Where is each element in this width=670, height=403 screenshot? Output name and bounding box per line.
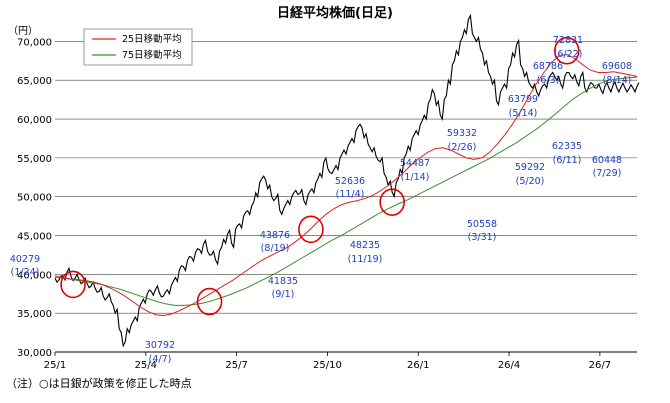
annotation-date: (7/29) [593, 168, 622, 179]
y-tick-label: 65,000 [17, 76, 52, 87]
annotation-date: (8/14) [603, 75, 632, 86]
annotation-date: (11/19) [348, 254, 383, 265]
annotation-value: 52636 [335, 176, 365, 187]
annotation-value: 30792 [145, 340, 175, 351]
annotation-date: (9/1) [272, 289, 295, 300]
x-tick-label: 25/4 [135, 360, 157, 371]
annotation-date: (8/19) [261, 243, 290, 254]
annotation-value: 40279 [10, 254, 40, 265]
y-axis-unit-label: （円） [8, 25, 38, 37]
policy-change-circle [60, 270, 86, 299]
annotation-date: (1/24) [11, 267, 40, 278]
policy-change-circle [553, 36, 580, 65]
footnote-text: （注）○は日銀が政策を修正した時点 [6, 376, 192, 390]
policy-change-circle [196, 287, 223, 316]
y-tick-label: 35,000 [17, 309, 52, 320]
y-tick-label: 55,000 [17, 154, 52, 165]
annotation-date: (4/7) [149, 354, 172, 365]
annotation-value: 60448 [592, 155, 622, 166]
x-tick-label: 26/7 [589, 360, 611, 371]
price-series [54, 13, 640, 348]
y-tick-label: 60,000 [17, 115, 52, 126]
chart-title: 日経平均株価(日足) [277, 5, 393, 21]
y-tick-label: 70,000 [17, 37, 52, 48]
y-tick-label: 30,000 [17, 348, 52, 359]
legend: 25日移動平均 75日移動平均 [83, 28, 193, 66]
x-tick-label: 26/4 [498, 360, 520, 371]
policy-change-circle [379, 188, 405, 216]
policy-change-markers [60, 36, 580, 316]
legend-ma75-label: 75日移動平均 [122, 49, 182, 61]
annotation-value: 59332 [447, 128, 477, 139]
x-tick-label: 25/1 [44, 360, 66, 371]
y-tick-label: 45,000 [17, 232, 52, 243]
annotation-date: (6/22) [554, 49, 583, 60]
annotation-value: 62335 [552, 141, 582, 152]
annotation-date: (5/14) [509, 108, 538, 119]
annotation-value: 63799 [508, 94, 538, 105]
annotation-date: (5/20) [516, 176, 545, 187]
annotation-date: (3/31) [468, 232, 497, 243]
y-tick-label: 50,000 [17, 193, 52, 204]
annotation-date: (1/14) [401, 172, 430, 183]
footnote: （注）○は日銀が政策を修正した時点 [6, 376, 192, 390]
annotation-value: 48235 [350, 240, 380, 251]
annotation-labels: 40279 (1/24) 30792 (4/7) 43876 (8/19) 41835 (9/… [10, 35, 632, 365]
x-tick-labels: 25/1 25/4 25/7 25/10 26/1 26/4 26/7 [44, 352, 611, 371]
annotation-value: 50558 [467, 219, 497, 230]
policy-change-circle [298, 215, 324, 244]
y-tick-label: 40,000 [17, 270, 52, 281]
annotation-value: 41835 [268, 276, 298, 287]
ma75-line [54, 76, 638, 306]
x-tick-label: 25/7 [225, 360, 247, 371]
annotation-value: 69608 [602, 61, 632, 72]
annotation-value: 68786 [533, 61, 563, 72]
annotation-date: (2/26) [448, 142, 477, 153]
annotation-value: 43876 [260, 230, 290, 241]
annotation-value: 54487 [400, 158, 430, 169]
x-tick-label: 25/10 [313, 360, 342, 371]
legend-box [83, 28, 193, 66]
annotation-date: (6/11) [553, 155, 582, 166]
ma25-line [54, 54, 638, 317]
annotation-value: 72831 [553, 35, 583, 46]
annotation-value: 59292 [515, 162, 545, 173]
annotation-date: (6/3) [537, 75, 560, 86]
y-tick-labels: 30,000 35,000 40,000 45,000 50,000 55,000 60,0… [17, 37, 52, 359]
annotation-date: (11/4) [336, 189, 365, 200]
legend-ma25-label: 25日移動平均 [122, 33, 182, 45]
price-line [54, 13, 640, 348]
x-tick-label: 26/1 [407, 360, 429, 371]
